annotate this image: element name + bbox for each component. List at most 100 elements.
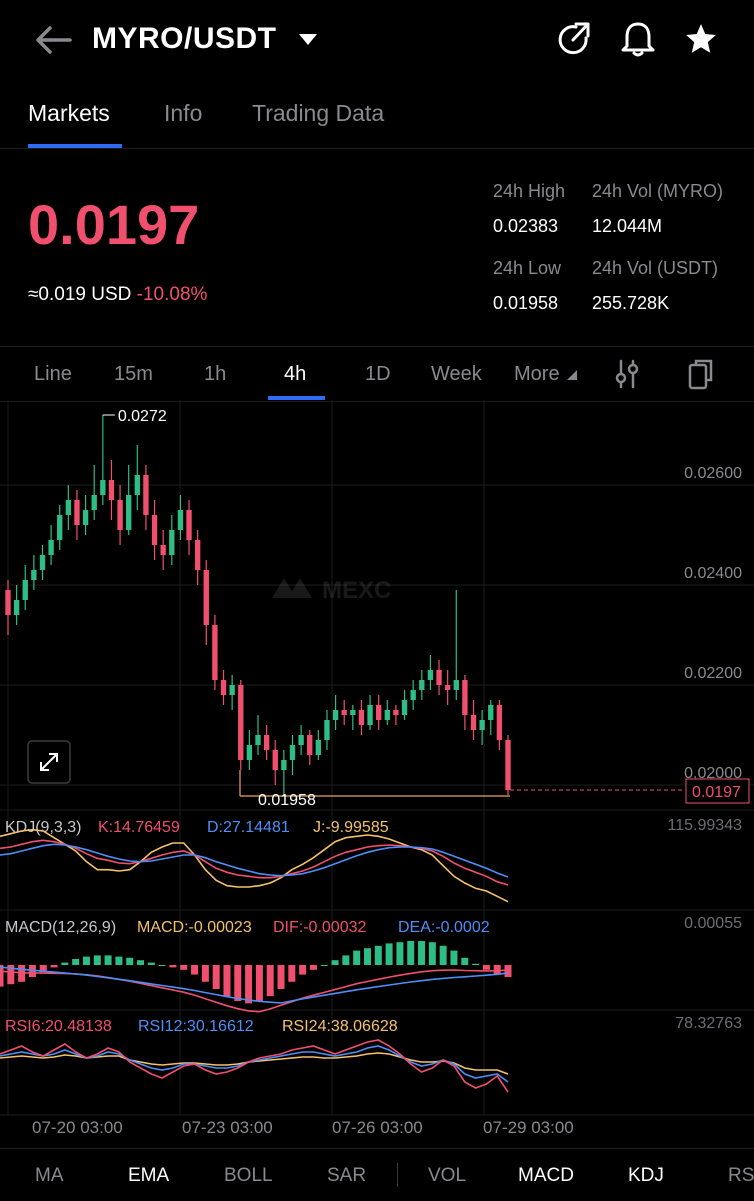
y-tick-label: 0.02400 (684, 565, 742, 582)
macd-histogram-bar (82, 956, 90, 965)
macd-scale: 0.00055 (684, 915, 742, 932)
candle-body (91, 495, 97, 510)
candle-body (436, 670, 442, 685)
ind-tab-kdj[interactable]: KDJ (628, 1165, 664, 1186)
price-change: -10.08% (136, 284, 208, 305)
candle-body (263, 735, 270, 750)
candle-body (194, 540, 201, 570)
tf-1d[interactable]: 1D (365, 363, 391, 385)
tab-markets[interactable]: Markets (28, 100, 110, 126)
macd-histogram-bar (201, 965, 209, 982)
ind-tab-vol[interactable]: VOL (428, 1165, 467, 1186)
tf-line[interactable]: Line (34, 363, 72, 385)
candle-body (315, 740, 322, 755)
candle-body (212, 625, 218, 680)
copy-layout-icon[interactable] (688, 358, 714, 390)
candle-body (332, 710, 339, 720)
macd-histogram-bar (418, 941, 426, 965)
ind-tab-rsi[interactable]: RS (728, 1165, 754, 1186)
x-tick-label: 07-23 03:00 (182, 1118, 273, 1137)
ind-tab-ema[interactable]: EMA (128, 1165, 170, 1186)
x-tick-label: 07-26 03:00 (332, 1118, 423, 1137)
indicator-settings-icon[interactable] (614, 359, 640, 389)
ind-tab-boll[interactable]: BOLL (224, 1165, 273, 1186)
candle-body (255, 735, 261, 745)
macd-histogram-bar (407, 941, 415, 965)
chart-grid (0, 400, 754, 1116)
macd-histogram-bar (212, 965, 220, 989)
macd-histogram-bar (115, 956, 123, 965)
timeframe-bar: Line 15m 1h 4h 1D Week More (0, 346, 754, 402)
tf-more-label: More (514, 363, 560, 385)
macd-histogram-bar (482, 965, 490, 970)
macd-histogram-bar (439, 945, 447, 965)
candle-body (74, 500, 80, 525)
price-chart[interactable]: MEXC 0.02600 0.02400 0.02200 0.02000 0.0272… (0, 400, 754, 1145)
low-label: 24h Low (493, 258, 562, 278)
tf-15m[interactable]: 15m (114, 363, 153, 385)
rsi-scale: 78.32763 (675, 1015, 742, 1032)
macd-histogram-bar (158, 965, 166, 966)
candle-body (160, 545, 166, 555)
candle-body (419, 680, 425, 690)
active-tab-indicator (28, 144, 122, 148)
macd-histogram-bar (450, 950, 458, 965)
candle-body (427, 670, 434, 680)
macd-histogram-bar (385, 943, 393, 965)
candle-body (367, 705, 373, 725)
macd-histogram-bar (245, 965, 253, 1004)
candle-body (401, 700, 408, 715)
mexc-logo-icon (272, 578, 312, 598)
candle-body (505, 740, 511, 790)
ind-tab-macd[interactable]: MACD (518, 1165, 574, 1186)
expand-icon (40, 753, 58, 771)
ind-tab-sar[interactable]: SAR (327, 1165, 367, 1186)
macd-histogram-bar (288, 965, 296, 982)
candle-body (220, 680, 227, 695)
rsi12-value: RSI12:30.16612 (138, 1018, 254, 1035)
candle-body (82, 510, 89, 525)
candle-body (358, 710, 365, 725)
rsi6-value: RSI6:20.48138 (5, 1018, 112, 1035)
macd-histogram-bar (39, 965, 47, 973)
candle-body (22, 580, 28, 600)
macd-histogram-bar (320, 965, 328, 966)
candles (5, 415, 511, 795)
candle-body (177, 510, 184, 530)
candle-body (151, 515, 158, 545)
candle-body (229, 685, 235, 695)
tab-trading-data[interactable]: Trading Data (252, 100, 385, 126)
macd-dif-value: DIF:-0.00032 (273, 919, 366, 936)
candle-body (341, 710, 347, 715)
macd-histogram-bar (266, 965, 274, 997)
tab-divider (397, 1163, 398, 1187)
tf-1h[interactable]: 1h (204, 363, 227, 385)
rsi24-value: RSI24:38.06628 (282, 1018, 398, 1035)
tf-more[interactable]: More (514, 363, 578, 386)
back-arrow-icon[interactable] (34, 24, 72, 56)
candle-body (272, 750, 278, 770)
macd-histogram-bar (461, 957, 469, 965)
macd-histogram-bar (126, 957, 134, 965)
tab-info[interactable]: Info (164, 100, 203, 126)
macd-label: MACD(12,26,9) (5, 919, 116, 936)
macd-histogram-bar (234, 965, 242, 1001)
indicator-panels: KDJ(9,3,3) K:14.76459 D:27.14481 J:-9.99585… (0, 817, 742, 1093)
tf-week[interactable]: Week (431, 363, 482, 385)
fullscreen-button[interactable] (27, 740, 71, 784)
top-bar: MYRO/USDT (0, 0, 754, 80)
pair-title[interactable]: MYRO/USDT (92, 22, 318, 56)
caret-down-icon (299, 34, 318, 46)
tf-4h[interactable]: 4h (284, 363, 307, 385)
y-tick-label: 0.02200 (684, 665, 742, 682)
share-icon[interactable] (556, 22, 592, 58)
ind-tab-ma[interactable]: MA (35, 1165, 64, 1186)
favorite-star-icon[interactable] (684, 22, 718, 56)
macd-histogram-bar (396, 942, 404, 965)
candle-body (108, 480, 115, 500)
candle-body (496, 705, 503, 740)
bell-icon[interactable] (620, 20, 656, 58)
candle-body (324, 720, 330, 740)
chart-annotations: 0.0272 0.01958 0.0197 (102, 408, 750, 809)
pair-name: MYRO/USDT (92, 22, 277, 55)
